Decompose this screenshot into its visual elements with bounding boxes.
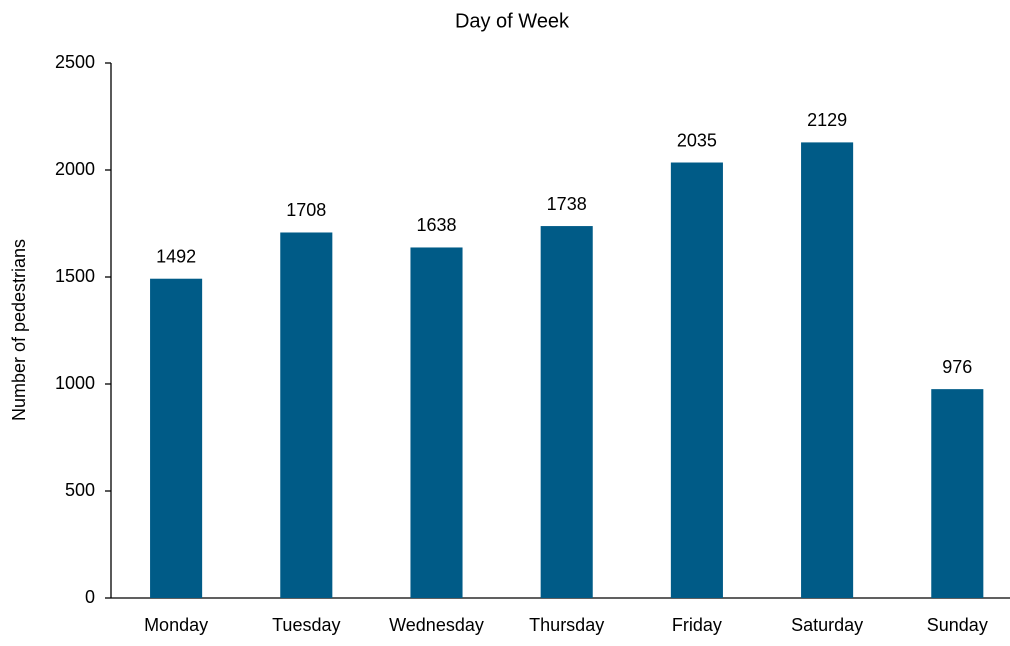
x-tick-label: Monday (144, 615, 208, 635)
bar (801, 142, 854, 599)
y-tick-label: 1000 (55, 373, 95, 393)
data-label: 2129 (807, 110, 847, 130)
bar (540, 226, 593, 598)
y-tick-label: 500 (65, 480, 95, 500)
y-tick-label: 2500 (55, 52, 95, 72)
y-tick-label: 1500 (55, 266, 95, 286)
chart-title: Day of Week (455, 10, 570, 32)
x-tick-label: Thursday (529, 615, 604, 635)
x-tick-label: Wednesday (389, 615, 484, 635)
data-label: 1638 (416, 215, 456, 235)
y-tick-label: 0 (85, 587, 95, 607)
x-tick-label: Friday (672, 615, 722, 635)
x-tick-label: Tuesday (272, 615, 340, 635)
y-axis-label: Number of pedestrians (9, 239, 29, 421)
y-tick-label: 2000 (55, 159, 95, 179)
bar (150, 278, 203, 598)
x-tick-label: Saturday (791, 615, 863, 635)
data-label: 1738 (547, 194, 587, 214)
data-label: 1492 (156, 246, 196, 266)
data-label: 1708 (286, 200, 326, 220)
x-tick-label: Sunday (927, 615, 988, 635)
bar (931, 389, 984, 598)
data-label: 976 (942, 357, 972, 377)
bar (280, 232, 333, 598)
bar (670, 162, 723, 598)
bar (410, 247, 463, 598)
data-label: 2035 (677, 130, 717, 150)
